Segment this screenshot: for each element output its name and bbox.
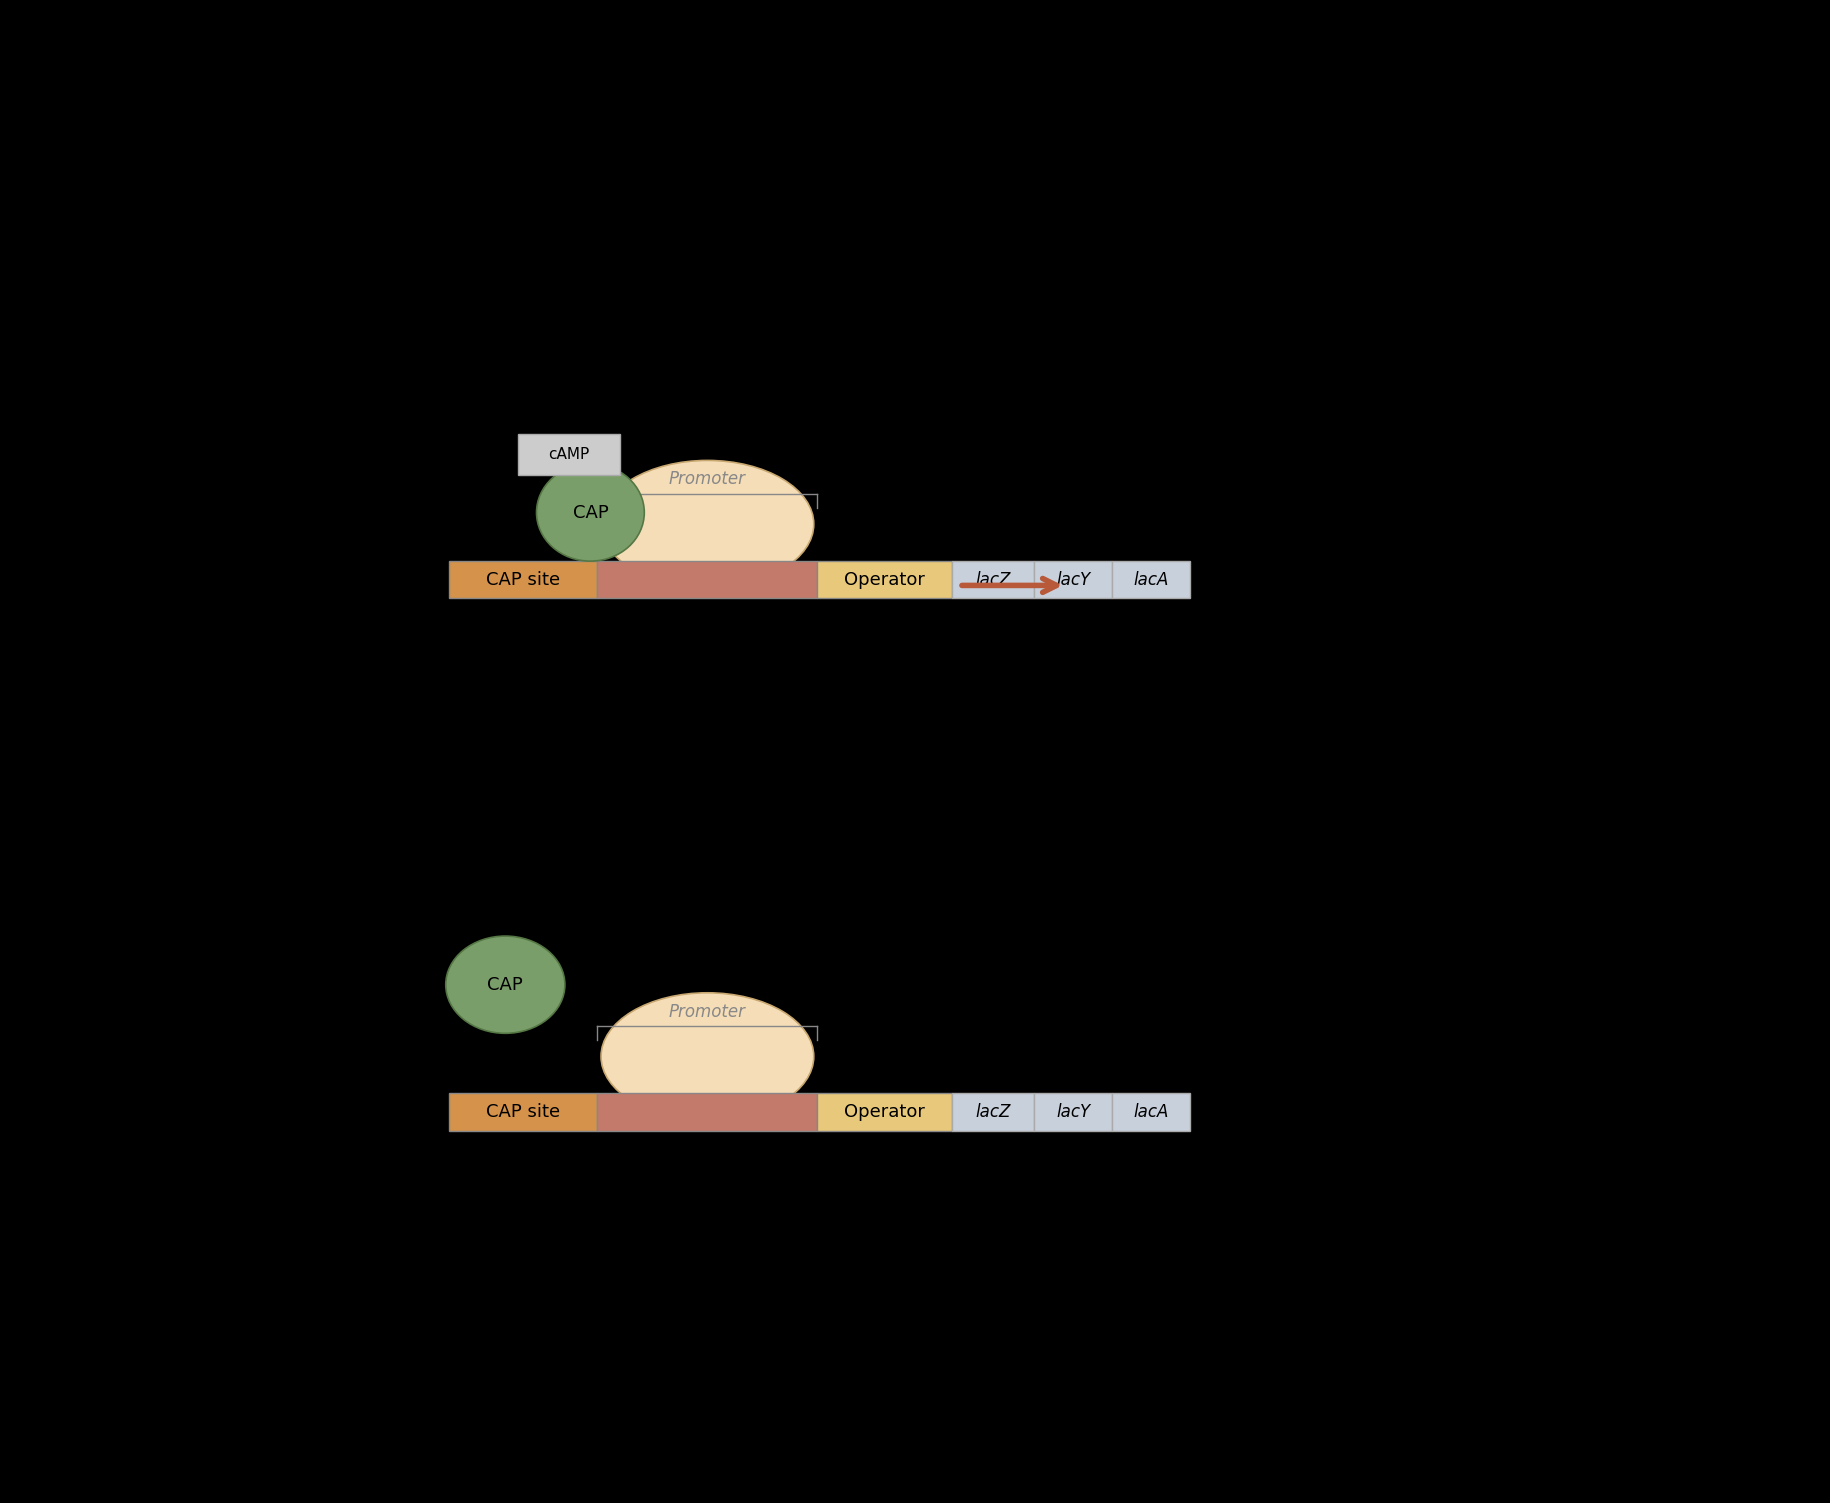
Text: lacZ: lacZ xyxy=(975,571,1010,589)
Text: Operator: Operator xyxy=(844,1103,926,1121)
Ellipse shape xyxy=(536,464,644,561)
FancyBboxPatch shape xyxy=(448,561,597,598)
Text: Operator: Operator xyxy=(844,571,926,589)
Text: lacY: lacY xyxy=(1056,571,1091,589)
FancyBboxPatch shape xyxy=(597,561,818,598)
FancyBboxPatch shape xyxy=(952,561,1034,598)
FancyBboxPatch shape xyxy=(1113,561,1190,598)
Text: lacZ: lacZ xyxy=(975,1103,1010,1121)
Ellipse shape xyxy=(600,993,814,1120)
Ellipse shape xyxy=(600,460,814,588)
FancyBboxPatch shape xyxy=(1113,1094,1190,1130)
Text: Promoter: Promoter xyxy=(670,1003,747,1021)
Ellipse shape xyxy=(447,936,565,1033)
FancyBboxPatch shape xyxy=(1034,561,1113,598)
Text: lacA: lacA xyxy=(1133,571,1169,589)
Text: CAP: CAP xyxy=(487,975,523,993)
FancyBboxPatch shape xyxy=(597,1094,818,1130)
Text: RNA Polymerase: RNA Polymerase xyxy=(639,612,776,630)
Text: Promoter: Promoter xyxy=(670,470,747,488)
FancyBboxPatch shape xyxy=(1034,1094,1113,1130)
FancyBboxPatch shape xyxy=(952,1094,1034,1130)
FancyBboxPatch shape xyxy=(448,1094,597,1130)
Text: RNA Polymerase: RNA Polymerase xyxy=(639,1144,776,1162)
FancyBboxPatch shape xyxy=(818,561,952,598)
Text: lacA: lacA xyxy=(1133,1103,1169,1121)
Text: lacY: lacY xyxy=(1056,1103,1091,1121)
Text: CAP: CAP xyxy=(573,504,608,522)
Text: cAMP: cAMP xyxy=(549,446,589,461)
Text: CAP site: CAP site xyxy=(487,1103,560,1121)
Text: CAP site: CAP site xyxy=(487,571,560,589)
FancyBboxPatch shape xyxy=(818,1094,952,1130)
FancyBboxPatch shape xyxy=(518,434,620,475)
